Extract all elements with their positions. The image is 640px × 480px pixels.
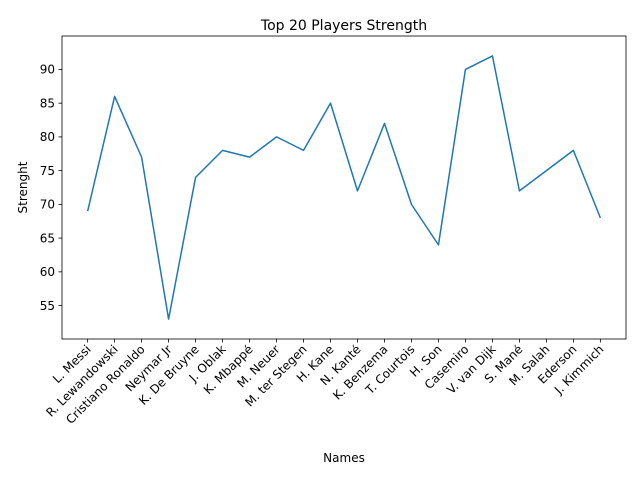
chart-title: Top 20 Players Strength bbox=[260, 18, 427, 34]
y-tick-label: 55 bbox=[40, 299, 55, 313]
y-tick-label: 70 bbox=[40, 198, 55, 212]
y-tick-label: 80 bbox=[40, 130, 55, 144]
y-tick-label: 65 bbox=[40, 231, 55, 245]
x-axis-title: Names bbox=[323, 451, 365, 465]
plot-area bbox=[62, 36, 626, 339]
plot-frame bbox=[61, 35, 627, 340]
y-tick-label: 90 bbox=[40, 63, 55, 77]
y-tick-label: 60 bbox=[40, 265, 55, 279]
y-tick-label: 75 bbox=[40, 164, 55, 178]
y-axis: 55 60 65 70 75 80 85 90 bbox=[40, 63, 62, 313]
series-line bbox=[86, 55, 602, 320]
y-tick-label: 85 bbox=[40, 96, 55, 110]
y-axis-title: Strenght bbox=[16, 161, 30, 213]
